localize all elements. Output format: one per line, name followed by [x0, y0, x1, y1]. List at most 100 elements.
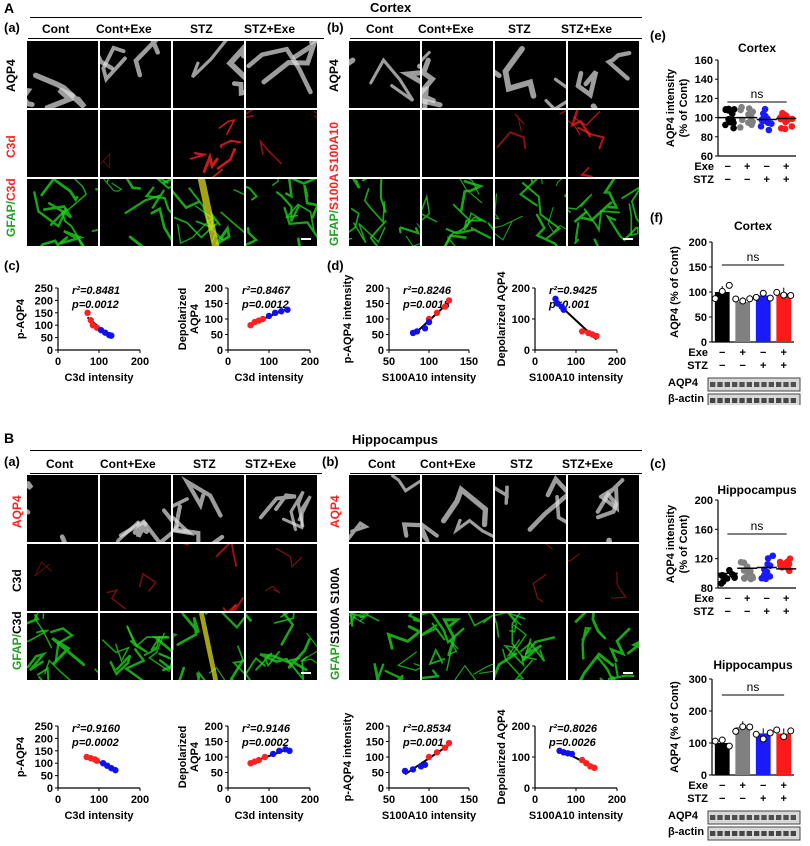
- micrograph-stroke: [230, 597, 244, 611]
- micrograph-stroke: [123, 648, 146, 680]
- micrograph-r0-c0-image: [349, 57, 420, 102]
- micrograph-r2-c3-image: [246, 613, 317, 680]
- data-point-red: [578, 328, 586, 335]
- y-tick-label: 200: [205, 721, 223, 733]
- factor-exe-sign: +: [744, 161, 750, 173]
- x-tick-label: 0: [532, 356, 538, 368]
- sample-dot: [765, 126, 773, 134]
- micrograph-stroke: [204, 613, 244, 630]
- panel-a-label: (a): [4, 454, 20, 469]
- micrograph-stroke: [100, 152, 111, 170]
- micrograph-stroke: [626, 640, 639, 655]
- chart-title: Cortex: [738, 41, 776, 55]
- micrograph-stroke: [211, 168, 223, 177]
- panel-b-rule: [350, 38, 642, 39]
- panel-e-label: (e): [650, 28, 666, 43]
- factor-stz-sign: −: [740, 360, 746, 372]
- y-tick-label: 100: [512, 752, 530, 764]
- x-tick-label: 200: [131, 794, 149, 806]
- data-point-red: [445, 297, 453, 304]
- sample-dot: [757, 122, 765, 130]
- sample-dot: [725, 742, 733, 750]
- data-point-blue: [401, 767, 409, 775]
- micrograph-stroke: [399, 63, 420, 85]
- y-tick-label: 100: [689, 738, 707, 750]
- micrograph-stroke: [44, 659, 72, 680]
- micrograph-stroke: [535, 213, 559, 246]
- bar-1: [735, 727, 751, 775]
- y-tick-label: 200: [366, 283, 384, 295]
- sample-dot: [752, 730, 760, 738]
- micrograph-r1-c2-image: [532, 544, 553, 603]
- micrograph-stroke: [216, 148, 237, 170]
- row-aqp4: AQP4: [328, 495, 342, 528]
- y-tick-label: 250: [35, 283, 53, 295]
- micrograph-stroke: [27, 651, 48, 672]
- y-tick-label: 100: [366, 314, 384, 326]
- data-point-red: [593, 332, 600, 340]
- micrograph-r0-c3: [246, 475, 317, 542]
- r-squared: r²=0.8534: [403, 723, 451, 735]
- micrograph-r0-c3-image: [575, 50, 632, 108]
- micrograph-stroke: [132, 520, 149, 538]
- micrograph-stroke: [422, 622, 446, 641]
- row-gfap-c3d: GFAP/C3d: [10, 611, 24, 670]
- y-axis-label: AQP4 intensity: [665, 504, 677, 583]
- micrograph-r0-c3: [568, 41, 639, 108]
- micrograph-stroke: [125, 179, 142, 190]
- blot-band: [761, 382, 767, 387]
- micrograph-stroke: [65, 179, 88, 212]
- micrograph-stroke: [580, 166, 593, 177]
- sample-dot: [746, 295, 754, 303]
- micrograph-stroke: [502, 648, 533, 680]
- data-point-red: [84, 309, 91, 316]
- factor-exe-sign: +: [781, 347, 787, 359]
- y-tick-label: 0: [524, 783, 530, 795]
- micrograph-stroke: [150, 206, 171, 242]
- micrograph-stroke: [181, 475, 223, 518]
- micrograph-stroke: [349, 613, 365, 627]
- micrograph-stroke: [443, 234, 467, 246]
- micrograph-stroke: [109, 654, 132, 676]
- blot-band: [754, 382, 760, 387]
- micrograph-stroke: [555, 495, 566, 524]
- micrograph-r2-c0: [349, 613, 420, 680]
- micrograph-stroke: [158, 652, 171, 671]
- x-axis-label: C3d intensity: [234, 372, 304, 384]
- micrograph-stroke: [352, 179, 361, 189]
- factor-stz-sign: +: [781, 360, 787, 372]
- section-b-rule: [30, 450, 642, 451]
- factor-exe-sign: −: [760, 780, 766, 792]
- micrograph-r2-c2: [495, 179, 566, 246]
- y-tick-label: 0: [701, 770, 707, 782]
- y-tick-label: 60: [701, 151, 713, 163]
- micrograph-r0-c3: [568, 475, 639, 542]
- blot-label-actin: β-actin: [668, 826, 704, 838]
- data-point-blue: [568, 750, 576, 758]
- micrograph-stroke: [578, 652, 615, 680]
- factor-stz-sign: +: [760, 793, 766, 805]
- micrograph-stroke: [27, 87, 35, 108]
- section-a-rule: [30, 17, 642, 18]
- micrograph-stroke: [33, 613, 53, 649]
- bar-2: [755, 295, 771, 342]
- blot-band: [710, 815, 716, 820]
- micrograph-r0-c0-image: [349, 475, 420, 541]
- blot-band: [717, 831, 723, 836]
- sample-dot: [759, 289, 767, 297]
- micrograph-r0-c1: [422, 475, 493, 542]
- micrograph-r0-c2-image: [190, 41, 244, 97]
- micrograph-r2-c3: [246, 179, 317, 246]
- sample-dot: [725, 107, 732, 114]
- micrograph-stroke: [514, 113, 525, 132]
- col-stz: STZ: [510, 457, 533, 471]
- data-point-blue: [425, 318, 433, 326]
- micrograph-stroke: [33, 191, 68, 229]
- factor-exe-label: Exe: [694, 593, 714, 605]
- sample-dot: [773, 288, 781, 296]
- col-stz: STZ: [508, 22, 531, 36]
- row-aqp4: AQP4: [10, 495, 24, 528]
- row-s100a10: S100A10: [327, 121, 341, 172]
- r-squared: r²=0.9146: [242, 723, 291, 735]
- micrograph-stroke: [527, 475, 566, 532]
